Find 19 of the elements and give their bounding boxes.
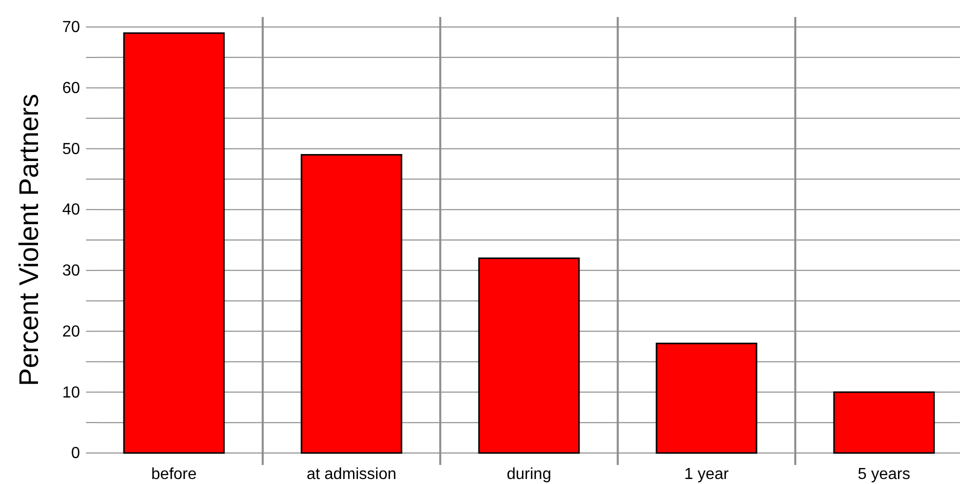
y-tick-label: 40 xyxy=(62,202,80,219)
x-tick-label: during xyxy=(506,466,552,483)
bar xyxy=(300,154,402,454)
x-tick-label: before xyxy=(151,466,197,483)
y-tick-label: 20 xyxy=(62,323,80,340)
y-tick-label: 50 xyxy=(62,140,80,158)
y-tick-label: 70 xyxy=(62,19,80,36)
x-tick-label: at admission xyxy=(306,466,396,483)
y-tick-label: 0 xyxy=(71,445,80,462)
x-tick-label: 1 year xyxy=(684,466,730,483)
x-tick-label: 5 years xyxy=(858,466,910,483)
bar xyxy=(833,391,935,454)
bar xyxy=(656,342,758,454)
y-axis-title: Percent Violent Partners xyxy=(14,94,44,386)
bar xyxy=(123,32,225,454)
y-tick-label: 30 xyxy=(62,262,80,280)
bar xyxy=(478,258,580,454)
y-tick-label: 60 xyxy=(62,80,80,97)
y-tick-label: 10 xyxy=(62,384,80,402)
